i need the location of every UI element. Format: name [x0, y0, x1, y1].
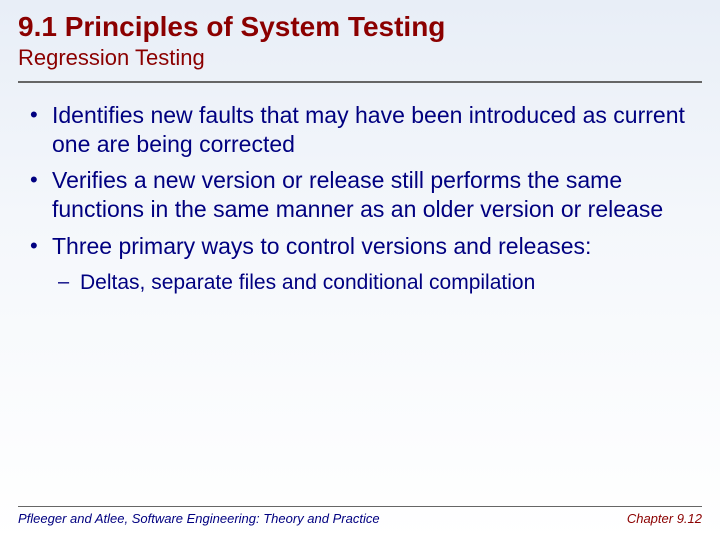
slide-subtitle: Regression Testing: [18, 45, 702, 71]
footer-divider: [18, 506, 702, 507]
footer-right: Chapter 9.12: [627, 511, 702, 526]
bullet-text: Three primary ways to control versions a…: [52, 233, 591, 259]
bullet-item: Three primary ways to control versions a…: [24, 232, 696, 296]
title-divider: [18, 81, 702, 83]
bullet-item: Identifies new faults that may have been…: [24, 101, 696, 159]
bullet-text: Identifies new faults that may have been…: [52, 102, 685, 157]
footer-row: Pfleeger and Atlee, Software Engineering…: [18, 511, 702, 526]
bullet-item: Verifies a new version or release still …: [24, 166, 696, 224]
sub-bullet-list: Deltas, separate files and conditional c…: [52, 269, 696, 296]
sub-bullet-item: Deltas, separate files and conditional c…: [52, 269, 696, 296]
slide: 9.1 Principles of System Testing Regress…: [0, 0, 720, 540]
bullet-text: Verifies a new version or release still …: [52, 167, 663, 222]
footer-left: Pfleeger and Atlee, Software Engineering…: [18, 511, 380, 526]
slide-body: Identifies new faults that may have been…: [18, 101, 702, 296]
sub-bullet-text: Deltas, separate files and conditional c…: [80, 271, 535, 294]
bullet-list: Identifies new faults that may have been…: [24, 101, 696, 296]
footer: Pfleeger and Atlee, Software Engineering…: [18, 506, 702, 526]
slide-title: 9.1 Principles of System Testing: [18, 12, 702, 43]
